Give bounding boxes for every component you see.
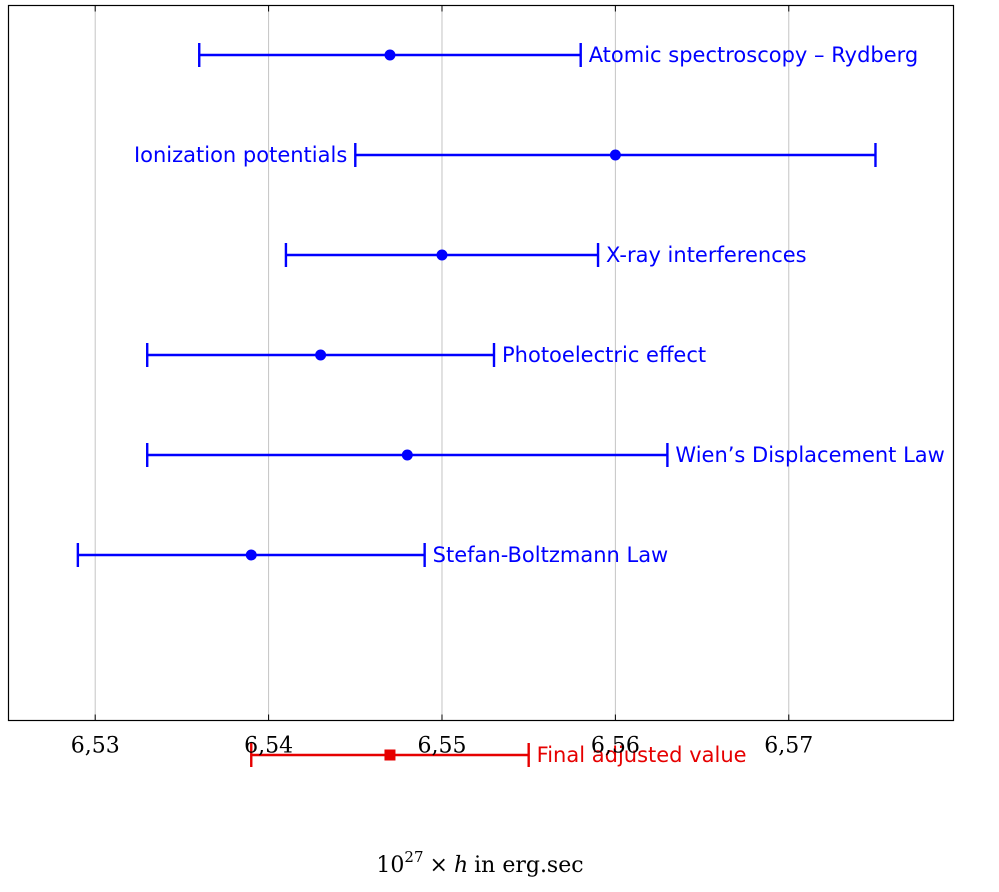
measurement-label: Wien’s Displacement Law bbox=[675, 443, 944, 467]
measurement-label: Stefan-Boltzmann Law bbox=[433, 543, 669, 567]
data-point bbox=[401, 449, 413, 461]
data-point bbox=[384, 49, 396, 61]
x-tick-label: 6,55 bbox=[417, 734, 466, 759]
data-point-square bbox=[384, 749, 396, 761]
x-axis: 6,53 6,54 6,55 6,56 6,57 bbox=[71, 5, 813, 759]
errorbar-group: Photoelectric effect bbox=[146, 343, 706, 367]
errorbar-group: Wien’s Displacement Law bbox=[146, 443, 945, 467]
errorbar-group: Stefan-Boltzmann Law bbox=[76, 543, 669, 567]
measurement-label: Photoelectric effect bbox=[502, 343, 706, 367]
x-tick-label: 6,57 bbox=[764, 734, 813, 759]
measurement-label: Ionization potentials bbox=[134, 143, 347, 167]
grid-layer bbox=[94, 5, 790, 721]
x-tick-label: 6,54 bbox=[244, 734, 293, 759]
x-axis-title-variable: h bbox=[454, 853, 468, 878]
data-point bbox=[245, 549, 257, 561]
x-axis-title-prefix: 10 bbox=[376, 853, 404, 878]
x-axis-title-times: × bbox=[430, 853, 448, 878]
x-tick-label: 6,56 bbox=[591, 734, 640, 759]
errorbar-group: X-ray interferences bbox=[284, 243, 807, 267]
x-tick-label: 6,53 bbox=[71, 734, 120, 759]
measurement-label: Atomic spectroscopy – Rydberg bbox=[589, 43, 919, 67]
marks-layer: Atomic spectroscopy – Rydberg Ionization … bbox=[76, 43, 945, 767]
measurement-label: Final adjusted value bbox=[537, 743, 747, 767]
data-point bbox=[609, 149, 621, 161]
data-point bbox=[436, 249, 448, 261]
x-axis-title-exponent: 27 bbox=[404, 848, 423, 866]
data-point bbox=[315, 349, 327, 361]
plot-frame bbox=[7, 4, 955, 722]
measurement-label: X-ray interferences bbox=[606, 243, 807, 267]
errorbar-group: Ionization potentials bbox=[134, 143, 877, 167]
errorbar-group: Atomic spectroscopy – Rydberg bbox=[198, 43, 919, 67]
x-axis-title-suffix: in erg.sec bbox=[474, 853, 583, 878]
errorbar-group: Final adjusted value bbox=[250, 743, 747, 767]
x-axis-title: 1027 × h in erg.sec bbox=[376, 848, 583, 878]
